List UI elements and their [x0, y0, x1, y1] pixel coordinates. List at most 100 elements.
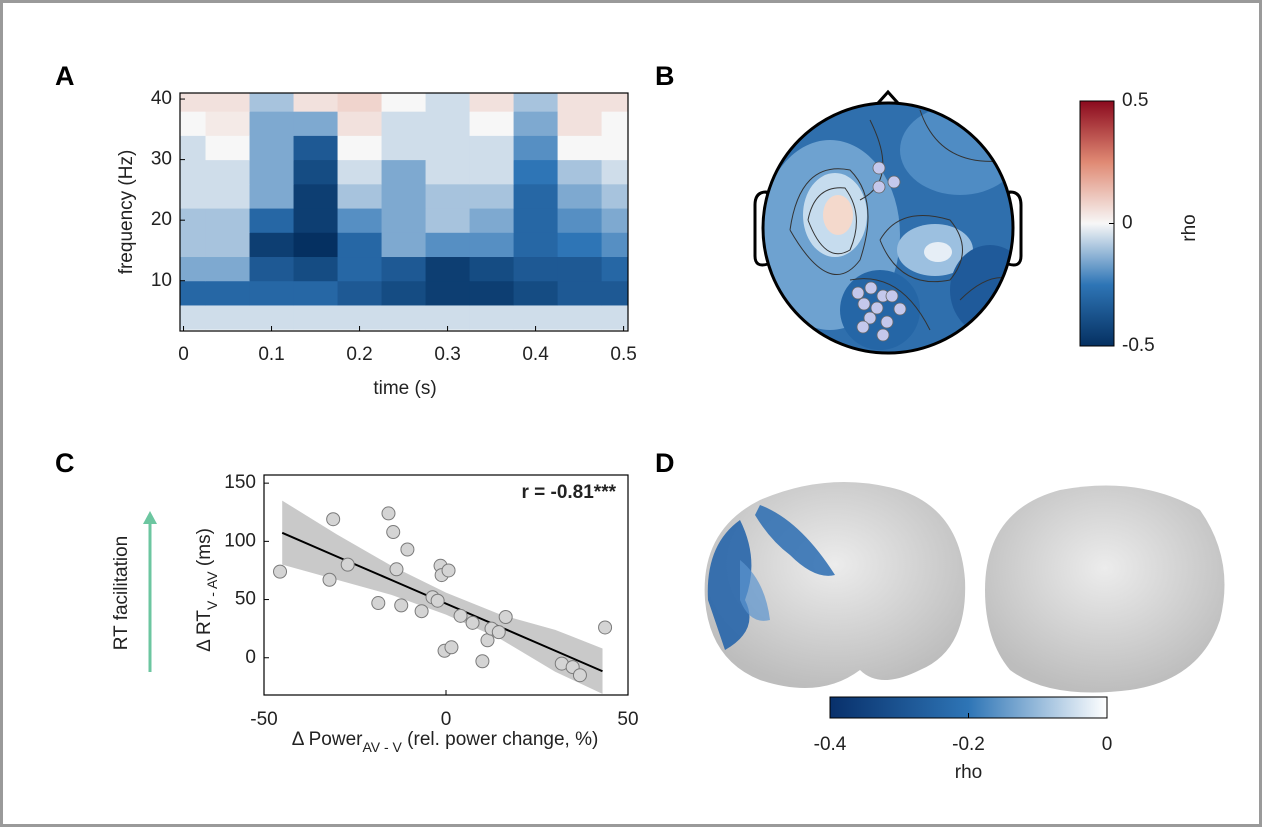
annotation: r = -0.81*** — [521, 482, 616, 503]
heat-cell — [381, 256, 427, 282]
fit-line — [281, 531, 603, 673]
data-point — [340, 557, 355, 572]
heat-cell — [469, 135, 515, 161]
heat-cell — [293, 208, 339, 233]
heat-cell — [249, 208, 295, 233]
facilitation-arrowhead — [143, 511, 157, 524]
heat-cell — [337, 232, 383, 258]
heat-cell — [249, 280, 295, 306]
heat-cell — [249, 111, 295, 136]
heat-cell — [469, 183, 515, 209]
colorbar — [1079, 100, 1115, 347]
heat-cell — [205, 183, 251, 209]
heat-cell — [425, 159, 471, 185]
heat-cell — [513, 159, 559, 185]
heat-cell — [469, 159, 515, 185]
heat-cell — [557, 93, 603, 112]
heat-cell — [425, 304, 471, 330]
heat-cell — [381, 280, 427, 306]
heat-cell — [469, 304, 515, 330]
heat-cell — [337, 93, 383, 112]
heat-cell — [337, 135, 383, 161]
heat-cell — [601, 159, 628, 185]
heat-cell — [557, 304, 603, 330]
heat-cell — [601, 256, 628, 282]
heat-cell — [249, 159, 295, 185]
heat-cell — [180, 159, 207, 185]
heat-cell — [601, 111, 628, 136]
x-tick-label: 0.4 — [522, 344, 549, 365]
heat-cell — [180, 183, 207, 209]
panel-label: C — [55, 448, 75, 478]
heat-cell — [249, 135, 295, 161]
data-point — [326, 512, 341, 527]
heat-cell — [557, 208, 603, 233]
heat-cell — [205, 159, 251, 185]
data-point — [475, 654, 490, 669]
heat-cell — [601, 208, 628, 233]
heat-cell — [337, 280, 383, 306]
heat-cell — [293, 111, 339, 136]
heat-cell — [469, 232, 515, 258]
x-tick-label: 50 — [617, 709, 638, 730]
heat-cell — [513, 208, 559, 233]
heat-cell — [180, 280, 207, 306]
colorbar-tick-label: -0.5 — [1122, 335, 1155, 356]
x-tick-label: 0.5 — [610, 344, 636, 365]
heat-cell — [425, 280, 471, 306]
brain-surfaces — [704, 482, 1225, 693]
heat-cell — [381, 304, 427, 330]
heat-cell — [337, 256, 383, 282]
data-point — [453, 608, 468, 623]
colorbar-tick-label: 0 — [1102, 734, 1113, 755]
heat-cell — [469, 93, 515, 112]
heatmap-cells — [180, 93, 628, 330]
y-tick-label: 50 — [235, 589, 256, 610]
heat-cell — [513, 93, 559, 112]
heat-cell — [293, 135, 339, 161]
heat-cell — [205, 93, 251, 112]
heat-cell — [381, 159, 427, 185]
y-tick-label: 0 — [245, 647, 256, 668]
heat-cell — [249, 183, 295, 209]
topomap-head — [753, 89, 1023, 355]
heat-cell — [557, 232, 603, 258]
data-point — [491, 625, 506, 640]
axes-frame — [179, 92, 629, 332]
data-point — [371, 596, 386, 611]
heat-cell — [337, 111, 383, 136]
data-point — [480, 633, 495, 648]
heat-cell — [601, 135, 628, 161]
colorbar-tick-label: 0.5 — [1122, 90, 1148, 111]
label-rest: (rel. power change, %) — [402, 729, 598, 750]
heat-cell — [425, 135, 471, 161]
heat-cell — [180, 135, 207, 161]
heat-cell — [180, 256, 207, 282]
y-tick-label: 20 — [151, 209, 172, 230]
x-tick-label: 0 — [178, 344, 189, 365]
y-tick-label: 150 — [224, 472, 256, 493]
data-point — [465, 615, 480, 630]
x-axis-label: Δ PowerAV - V (rel. power change, %) — [292, 729, 599, 755]
colorbar-tick-label: -0.4 — [814, 734, 847, 755]
heat-cell — [337, 208, 383, 233]
heat-cell — [557, 183, 603, 209]
label-rest: (ms) — [194, 528, 215, 571]
data-point — [444, 640, 459, 655]
heat-cell — [337, 159, 383, 185]
heat-cell — [293, 280, 339, 306]
data-point — [389, 562, 404, 577]
data-point — [598, 620, 613, 635]
heat-cell — [293, 232, 339, 258]
heat-cell — [249, 232, 295, 258]
panel-label: B — [655, 61, 675, 91]
data-point — [273, 564, 288, 579]
heat-cell — [557, 280, 603, 306]
colorbar-tick-label: 0 — [1122, 213, 1133, 234]
label-sub: V - AV — [204, 571, 220, 610]
x-axis-label: time (s) — [373, 378, 436, 399]
heat-cell — [513, 304, 559, 330]
x-tick-label: -50 — [250, 709, 277, 730]
